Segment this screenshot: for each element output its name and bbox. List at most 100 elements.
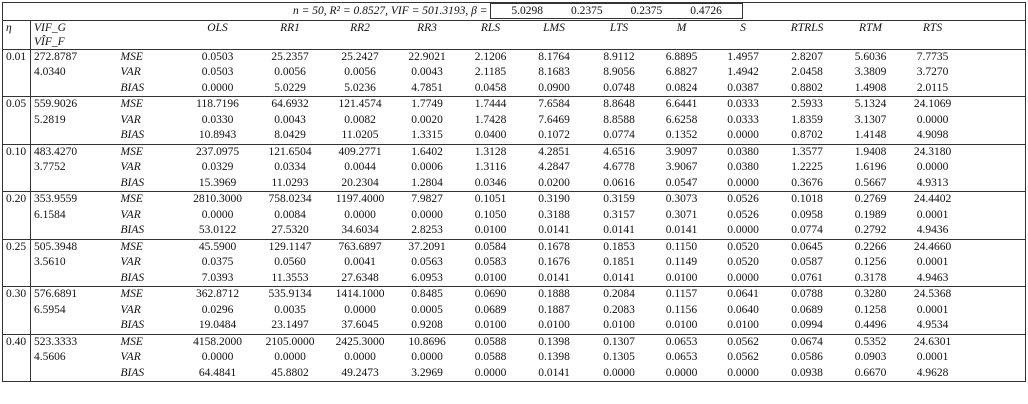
filler-cell xyxy=(964,271,1026,287)
value-cell: 0.0674 xyxy=(774,333,840,350)
data-row: 0.01 272.8787 MSE 0.0503 25.2357 25.2427 22.90… xyxy=(2,48,1026,65)
value-cell: 0.3178 xyxy=(854,271,887,284)
header-vif-g: VIF_G xyxy=(34,21,66,34)
value-cell: 0.0000 xyxy=(727,129,759,141)
value-cell: 129.1147 xyxy=(254,238,326,255)
value-cell: 0.0958 xyxy=(791,208,823,221)
value-cell: 0.0200 xyxy=(538,176,570,189)
filler-cell xyxy=(964,160,1026,176)
value-cell: 0.0563 xyxy=(411,256,443,268)
vif-g-value: 353.9559 xyxy=(30,191,111,208)
value-cell: 0.0000 xyxy=(201,351,234,363)
value-cell: 6.6441 xyxy=(651,96,712,113)
value-cell: 1.9408 xyxy=(839,143,902,160)
eta-empty xyxy=(3,255,31,271)
filler-cell xyxy=(964,176,1026,192)
value-cell: 64.6932 xyxy=(254,96,326,113)
value-cell: 1.7428 xyxy=(474,113,507,126)
value-cell: 0.1398 xyxy=(521,333,587,350)
table-wrapper: n = 50, R² = 0.8527, VIF = 501.3193, β =… xyxy=(2,2,1027,382)
value-cell: 0.1149 xyxy=(665,256,698,268)
value-cell: 24.4660 xyxy=(901,238,964,255)
eta-empty xyxy=(3,176,31,192)
value-cell: 4158.2000 xyxy=(180,333,255,350)
vif-empty xyxy=(30,175,111,192)
vif-g-value: 272.8787 xyxy=(30,48,111,65)
metric-label: VAR xyxy=(120,303,141,316)
data-row: BIAS 53.0122 27.5320 34.6034 2.8253 0.0100 0.0… xyxy=(3,223,1026,239)
value-cell: 3.9097 xyxy=(651,143,712,160)
beta-value: 0.2375 xyxy=(630,5,663,17)
value-cell: 118.7196 xyxy=(180,96,255,113)
filler-cell xyxy=(963,143,1026,160)
value-cell: 1197.4000 xyxy=(325,191,395,208)
data-row: 4.0340 VAR 0.0503 0.0056 0.0056 0.0043 2.1185 8… xyxy=(3,65,1026,81)
vif-f-value: 6.1584 xyxy=(30,207,111,223)
value-cell: 121.6504 xyxy=(254,143,326,160)
vif-empty xyxy=(30,223,111,239)
value-cell: 25.2427 xyxy=(325,48,395,65)
filler-cell xyxy=(964,81,1026,97)
value-cell: 8.8648 xyxy=(586,96,652,113)
data-row: BIAS 64.4841 45.8802 49.2473 3.2969 0.0000 0.0… xyxy=(2,365,1026,382)
value-cell: 0.0900 xyxy=(538,81,570,94)
value-cell: 8.0429 xyxy=(274,129,306,141)
value-cell: 0.0503 xyxy=(180,48,255,65)
filler-cell xyxy=(963,286,1026,303)
eta-empty xyxy=(3,223,31,239)
value-cell: 0.0586 xyxy=(791,351,823,363)
value-cell: 11.0293 xyxy=(271,176,309,189)
value-cell: 5.1324 xyxy=(839,96,902,113)
value-cell: 0.1051 xyxy=(459,191,522,208)
eta-empty xyxy=(3,350,31,366)
data-row: 6.5954 VAR 0.0296 0.0035 0.0000 0.0005 0.0689 0… xyxy=(3,302,1026,319)
value-cell: 0.0526 xyxy=(727,208,759,221)
value-cell: 8.9056 xyxy=(603,66,635,78)
value-cell: 0.0333 xyxy=(727,113,759,126)
value-cell: 0.0000 xyxy=(344,303,376,316)
data-row: BIAS 10.8943 8.0429 11.0205 1.3315 0.0400 0.10… xyxy=(3,128,1026,144)
value-cell: 4.2851 xyxy=(521,143,587,160)
value-cell: 0.0788 xyxy=(774,286,840,303)
value-cell: 0.2083 xyxy=(603,303,635,316)
vif-empty xyxy=(30,128,111,144)
value-cell: 1.4957 xyxy=(711,48,775,65)
value-cell: 0.0824 xyxy=(665,81,698,94)
value-cell: 24.4402 xyxy=(901,191,964,208)
value-cell: 0.0141 xyxy=(538,224,570,236)
value-cell: 3.9067 xyxy=(665,161,698,173)
metric-label: BIAS xyxy=(120,129,145,141)
value-cell: 0.0000 xyxy=(916,161,949,173)
value-cell: 1.3577 xyxy=(774,143,840,160)
filler-cell xyxy=(963,365,1026,382)
value-cell: 0.0006 xyxy=(411,161,443,173)
value-cell: 409.2771 xyxy=(325,143,395,160)
metric-label: VAR xyxy=(120,66,141,78)
eta-empty xyxy=(3,128,31,144)
value-cell: 121.4574 xyxy=(325,96,395,113)
value-cell: 3.3809 xyxy=(854,66,887,78)
value-cell: 3.2969 xyxy=(394,365,460,382)
eta-empty xyxy=(3,303,31,319)
value-cell: 0.0387 xyxy=(727,81,759,94)
eta-value: 0.05 xyxy=(2,96,31,113)
filler-cell xyxy=(963,333,1026,350)
value-cell: 5.6036 xyxy=(839,48,902,65)
filler-cell xyxy=(964,350,1026,366)
data-row: 6.1584 VAR 0.0000 0.0084 0.0000 0.0000 0.1050 0… xyxy=(3,207,1026,223)
value-cell: 0.0583 xyxy=(474,256,507,268)
value-cell: 0.0748 xyxy=(603,81,635,94)
value-cell: 0.0000 xyxy=(651,365,712,382)
value-cell: 0.0375 xyxy=(201,256,234,268)
metric-label: MSE xyxy=(110,48,181,65)
value-cell: 0.0000 xyxy=(727,271,759,284)
value-cell: 6.6258 xyxy=(665,113,698,126)
value-cell: 45.8802 xyxy=(254,365,326,382)
filler-cell xyxy=(963,96,1026,113)
value-cell: 0.3190 xyxy=(521,191,587,208)
value-cell: 0.1989 xyxy=(854,208,887,221)
value-cell: 0.0041 xyxy=(344,256,376,268)
filler-cell xyxy=(964,113,1026,129)
data-row: 0.30 576.6891 MSE 362.8712 535.9134 1414.1000… xyxy=(2,286,1026,303)
value-cell: 0.0774 xyxy=(791,224,823,236)
